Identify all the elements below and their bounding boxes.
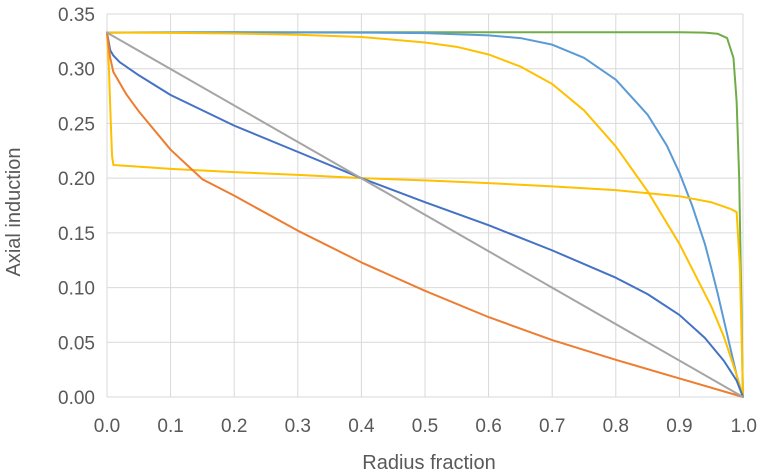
x-axis-ticks: 0.0 0.1 0.2 0.3 0.4 0.5 0.6 0.7 0.8 0.9 1.0 [94, 416, 757, 437]
x-tick-label: 0.3 [285, 416, 311, 437]
series-gray-line [106, 31, 744, 398]
x-tick-label: 0.9 [666, 416, 692, 437]
y-axis-title: Axial induction [3, 148, 25, 277]
y-tick-label: 0.00 [58, 388, 95, 409]
y-tick-label: 0.10 [58, 279, 95, 300]
x-axis-title: Radius fraction [362, 452, 495, 472]
series-dark-blue-line [106, 31, 744, 398]
y-tick-label: 0.05 [58, 333, 95, 354]
y-tick-label: 0.15 [58, 224, 95, 245]
y-axis-ticks: 0.00 0.05 0.10 0.15 0.20 0.25 0.30 0.35 [58, 5, 95, 409]
series-orange-line [106, 31, 744, 398]
series-group [106, 31, 744, 398]
y-tick-label: 0.25 [58, 114, 95, 135]
x-tick-label: 0.7 [539, 416, 565, 437]
y-tick-label: 0.20 [58, 169, 95, 190]
x-tick-label: 0.1 [157, 416, 183, 437]
x-tick-label: 0.5 [412, 416, 438, 437]
x-tick-label: 1.0 [731, 416, 757, 437]
series-yellow-upper-line [106, 31, 744, 398]
x-tick-label: 0.0 [94, 416, 120, 437]
x-tick-label: 0.6 [475, 416, 501, 437]
series-yellow-lower-line [106, 31, 744, 398]
grid [106, 13, 744, 398]
x-tick-label: 0.8 [603, 416, 629, 437]
x-tick-label: 0.4 [348, 416, 375, 437]
series-light-blue-line [106, 31, 744, 398]
x-tick-label: 0.2 [221, 416, 247, 437]
y-tick-label: 0.35 [58, 5, 95, 26]
y-tick-label: 0.30 [58, 60, 95, 81]
